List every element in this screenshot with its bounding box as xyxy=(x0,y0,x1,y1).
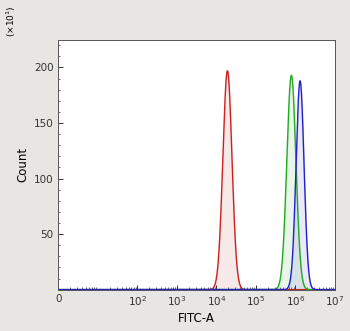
Y-axis label: Count: Count xyxy=(17,147,30,182)
X-axis label: FITC-A: FITC-A xyxy=(178,312,215,325)
Text: $(\times10^1)$: $(\times10^1)$ xyxy=(5,6,18,37)
